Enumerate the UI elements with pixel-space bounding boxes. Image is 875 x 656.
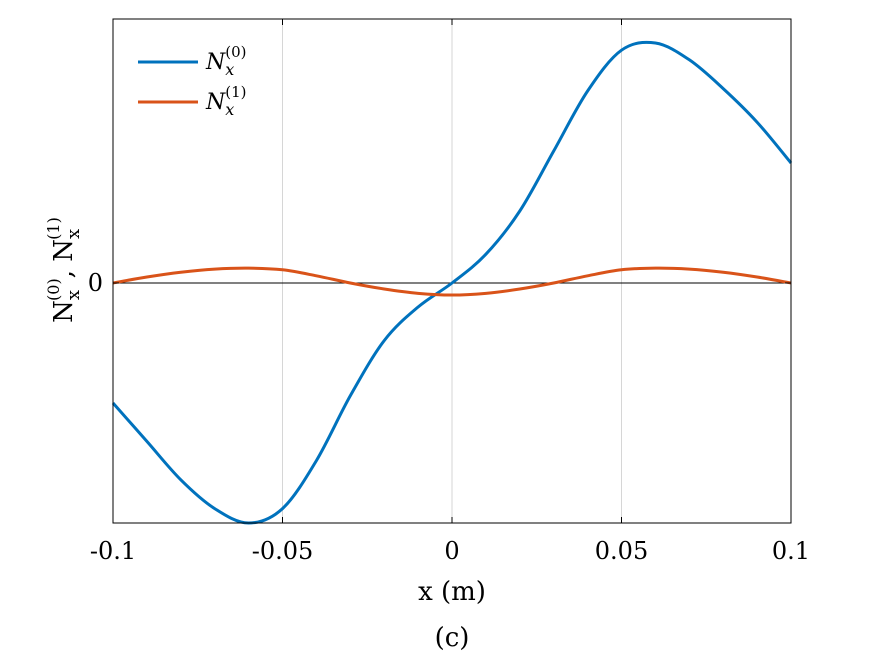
y-axis-ticks: 0 bbox=[88, 269, 791, 297]
x-tick-label: -0.1 bbox=[90, 537, 136, 565]
x-tick-label: 0.05 bbox=[595, 537, 648, 565]
svg-text:Nx(0), Nx(1): Nx(0), Nx(1) bbox=[44, 217, 84, 323]
y-label-sub-1: x bbox=[63, 290, 84, 300]
y-axis-label: Nx(0), Nx(1) bbox=[44, 217, 84, 323]
series-line-1 bbox=[112, 266, 792, 297]
series-line-0 bbox=[111, 40, 793, 525]
panel-label: (c) bbox=[435, 623, 470, 653]
y-label-base-1: N bbox=[49, 300, 79, 323]
x-axis-label: x (m) bbox=[418, 577, 486, 607]
y-label-sup-2: (1) bbox=[44, 217, 63, 240]
y-label-sub-2: x bbox=[63, 229, 84, 239]
y-label-sep: , bbox=[49, 262, 79, 279]
legend: Nx(0) Nx(1) bbox=[138, 43, 247, 119]
x-tick-label: -0.05 bbox=[252, 537, 314, 565]
x-tick-label: 0.1 bbox=[772, 537, 810, 565]
series-layer bbox=[111, 40, 793, 525]
x-axis-ticks: -0.1 -0.05 0 0.05 0.1 bbox=[90, 19, 810, 565]
y-label-base-2: N bbox=[49, 239, 79, 262]
y-label-sup-1: (0) bbox=[44, 278, 63, 301]
legend-entry-0: Nx(0) bbox=[205, 43, 247, 79]
legend-entry-1: Nx(1) bbox=[205, 83, 247, 119]
x-tick-label: 0 bbox=[444, 537, 459, 565]
y-tick-label: 0 bbox=[88, 269, 103, 297]
